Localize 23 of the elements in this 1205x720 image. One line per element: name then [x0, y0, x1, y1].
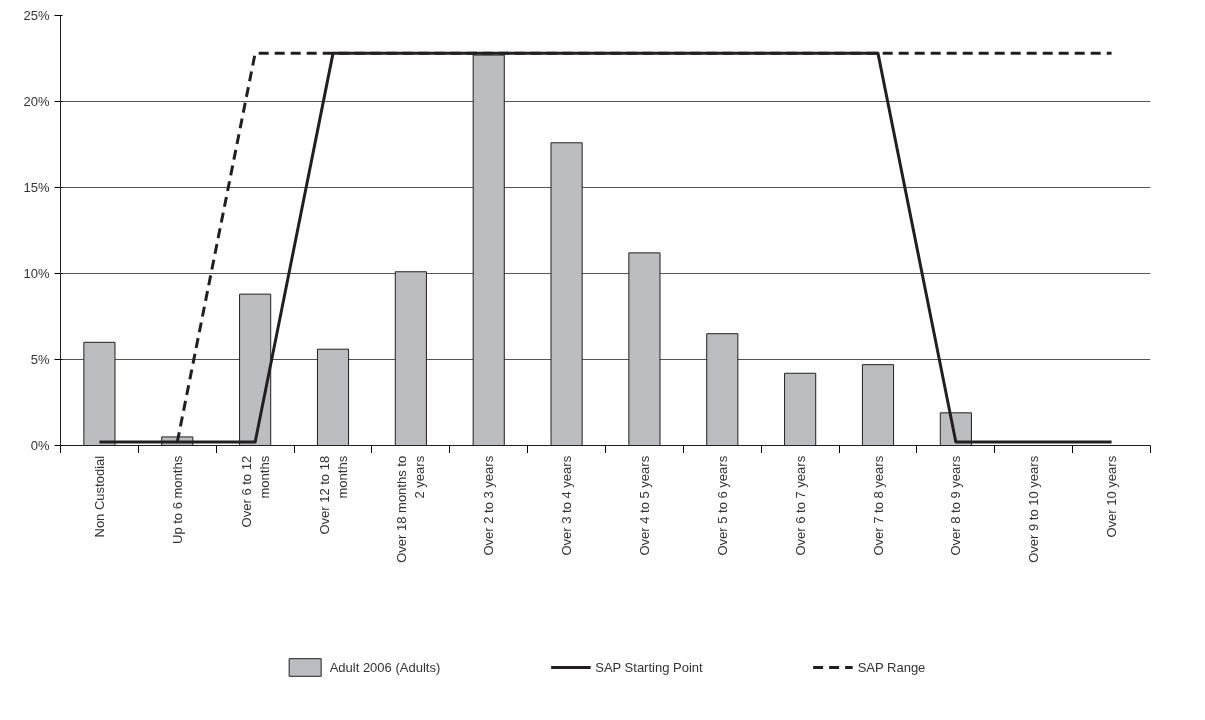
y-tick-label: 25% [23, 8, 50, 23]
legend-label: Adult 2006 (Adults) [329, 659, 441, 675]
x-tick-label: Over 2 to 3 years [481, 455, 497, 556]
x-tick-label: Over 10 years [1104, 455, 1120, 538]
legend-label: SAP Starting Point [595, 659, 703, 675]
x-tick-label: Over 12 to 18 months [316, 455, 350, 535]
x-tick-label: Over 9 to 10 years [1026, 455, 1042, 563]
y-tick-label: 20% [23, 94, 50, 109]
x-tick-label: Over 3 to 4 years [559, 455, 575, 556]
y-tick-label: 10% [23, 266, 50, 281]
x-tick-label: Over 8 to 9 years [948, 455, 964, 556]
x-tick-label: Over 4 to 5 years [636, 455, 652, 556]
x-tick-label: Up to 6 months [169, 455, 185, 545]
y-tick-label: 5% [30, 352, 50, 367]
x-tick-label: Over 7 to 8 years [870, 455, 886, 556]
x-tick-label: Over 5 to 6 years [714, 455, 730, 556]
legend-label: SAP Range [857, 659, 926, 675]
x-tick-label: Over 18 months to 2 years [394, 455, 428, 563]
x-tick-label: Over 6 to 7 years [792, 455, 808, 556]
x-tick-label: Non Custodial [91, 455, 107, 538]
x-tick-label: Over 6 to 12 months [238, 455, 272, 528]
y-tick-label: 15% [23, 180, 50, 195]
y-tick-label: 0% [30, 438, 50, 453]
